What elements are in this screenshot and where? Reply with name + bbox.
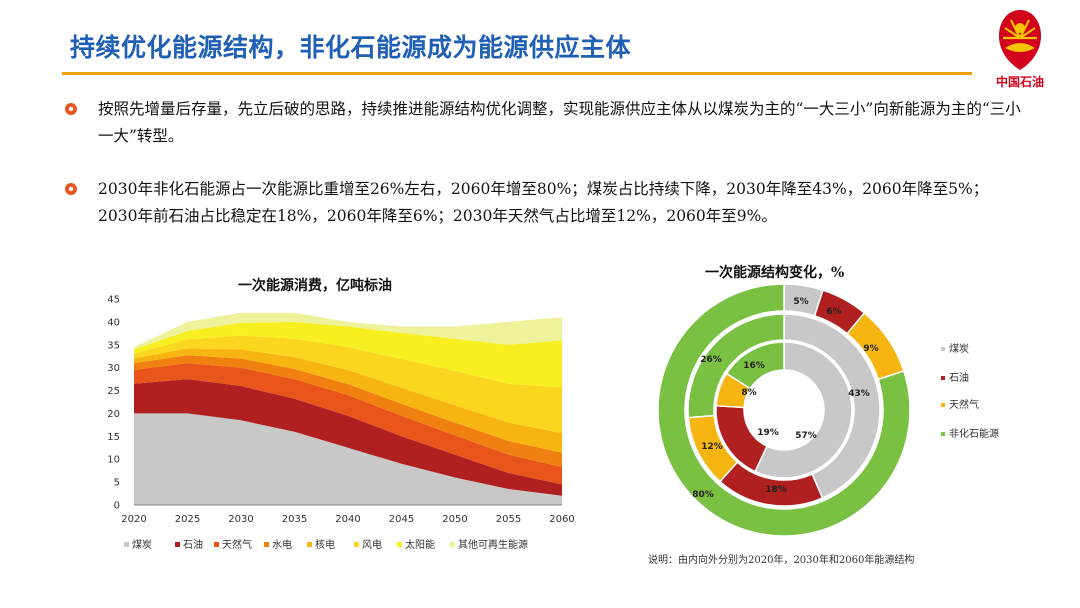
donut-slice <box>657 283 911 537</box>
company-logo <box>999 10 1041 70</box>
x-tick-label: 2020 <box>121 514 146 525</box>
area-series-7 <box>134 312 562 350</box>
bullet-point: 2030年非化石能源占一次能源比重增至26%左右，2060年增至80%；煤炭占比… <box>64 176 1024 230</box>
y-tick-label: 20 <box>107 409 120 420</box>
legend-swatch <box>175 542 180 547</box>
bullet-dot-icon <box>65 103 77 115</box>
x-tick-label: 2045 <box>389 514 414 525</box>
legend-item: 煤炭 <box>124 538 152 551</box>
area-series-0 <box>134 413 562 505</box>
y-tick-label: 25 <box>107 386 120 397</box>
legend-item: 其他可再生能源 <box>450 538 528 551</box>
area-series-6 <box>134 321 562 388</box>
legend-label: 煤炭 <box>949 342 969 355</box>
area-series-1 <box>134 379 562 496</box>
slice-label: 8% <box>741 388 756 398</box>
x-tick-label: 2035 <box>282 514 307 525</box>
legend-swatch <box>307 542 312 547</box>
legend-label: 煤炭 <box>132 538 152 551</box>
donut-slice <box>783 313 881 499</box>
chart-note: 说明：由内向外分别为2020年，2030年和2060年能源结构 <box>648 555 915 566</box>
slice-label: 26% <box>700 355 722 365</box>
legend-swatch <box>264 542 269 547</box>
legend-label: 风电 <box>362 538 382 551</box>
y-tick-label: 40 <box>107 317 120 328</box>
logo-text: 中国石油 <box>995 75 1044 89</box>
slice-label: 19% <box>757 428 779 438</box>
legend-item: 水电 <box>264 538 292 551</box>
legend-swatch <box>941 432 945 436</box>
legend-swatch <box>450 542 455 547</box>
area-series-4 <box>134 348 562 453</box>
slice-label: 12% <box>701 442 723 452</box>
donut-legend-item: 煤炭 <box>941 342 969 355</box>
legend-swatch <box>354 542 359 547</box>
y-tick-label: 30 <box>107 363 120 374</box>
legend-label: 水电 <box>272 538 292 551</box>
legend-swatch <box>941 403 945 407</box>
donut-slice <box>725 341 785 390</box>
legend-item: 天然气 <box>214 538 252 551</box>
slice-label: 9% <box>863 344 878 354</box>
area-series-3 <box>134 355 562 467</box>
slice-label: 43% <box>848 389 870 399</box>
slice-label: 57% <box>795 431 817 441</box>
x-tick-label: 2055 <box>496 514 521 525</box>
slice-label: 16% <box>743 361 765 371</box>
area-series-2 <box>134 363 562 485</box>
donut-legend-item: 天然气 <box>941 398 979 411</box>
y-tick-label: 35 <box>107 340 120 351</box>
legend-label: 天然气 <box>222 538 252 551</box>
y-tick-label: 5 <box>114 478 120 489</box>
donut-legend-item: 非化石能源 <box>941 427 999 440</box>
legend-item: 石油 <box>175 538 203 551</box>
area-series-5 <box>134 335 562 434</box>
legend-item: 太阳能 <box>397 538 435 551</box>
y-tick-label: 0 <box>114 501 120 512</box>
legend-label: 非化石能源 <box>949 427 999 440</box>
x-tick-label: 2060 <box>549 514 574 525</box>
bullet-dot-icon <box>65 183 77 195</box>
slice-label: 5% <box>793 297 808 307</box>
x-tick-label: 2050 <box>442 514 467 525</box>
legend-swatch <box>214 542 219 547</box>
slice-label: 18% <box>765 485 787 495</box>
bullet-point: 按照先增量后存量，先立后破的思路，持续推进能源结构优化调整，实现能源供应主体从以… <box>64 96 1024 150</box>
legend-swatch <box>397 542 402 547</box>
donut-slice <box>687 313 785 419</box>
y-tick-label: 10 <box>107 455 120 466</box>
x-tick-label: 2030 <box>228 514 253 525</box>
legend-label: 石油 <box>183 538 203 551</box>
area-chart-title: 一次能源消费，亿吨标油 <box>238 278 392 294</box>
slice-label: 80% <box>692 490 714 500</box>
donut-slice <box>754 341 853 479</box>
legend-swatch <box>124 542 129 547</box>
legend-label: 石油 <box>949 371 969 384</box>
legend-label: 天然气 <box>949 398 979 411</box>
page-title: 持续优化能源结构，非化石能源成为能源供应主体 <box>70 33 632 62</box>
legend-item: 风电 <box>354 538 382 551</box>
legend-swatch <box>941 347 945 351</box>
y-tick-label: 15 <box>107 432 120 443</box>
legend-label: 太阳能 <box>405 538 435 551</box>
x-tick-label: 2025 <box>175 514 200 525</box>
bullet-text: 2030年非化石能源占一次能源比重增至26%左右，2060年增至80%；煤炭占比… <box>98 180 989 225</box>
slice-label: 6% <box>826 307 841 317</box>
x-tick-label: 2040 <box>335 514 360 525</box>
donut-legend-item: 石油 <box>941 371 969 384</box>
legend-swatch <box>941 376 945 380</box>
legend-label: 其他可再生能源 <box>458 538 528 551</box>
donut-chart-title: 一次能源结构变化，% <box>705 265 845 281</box>
y-tick-label: 45 <box>107 295 120 306</box>
title-underline <box>62 72 972 75</box>
legend-label: 核电 <box>315 538 335 551</box>
legend-item: 核电 <box>307 538 335 551</box>
logo-emblem-icon <box>999 10 1041 70</box>
bullet-text: 按照先增量后存量，先立后破的思路，持续推进能源结构优化调整，实现能源供应主体从以… <box>98 100 1021 145</box>
